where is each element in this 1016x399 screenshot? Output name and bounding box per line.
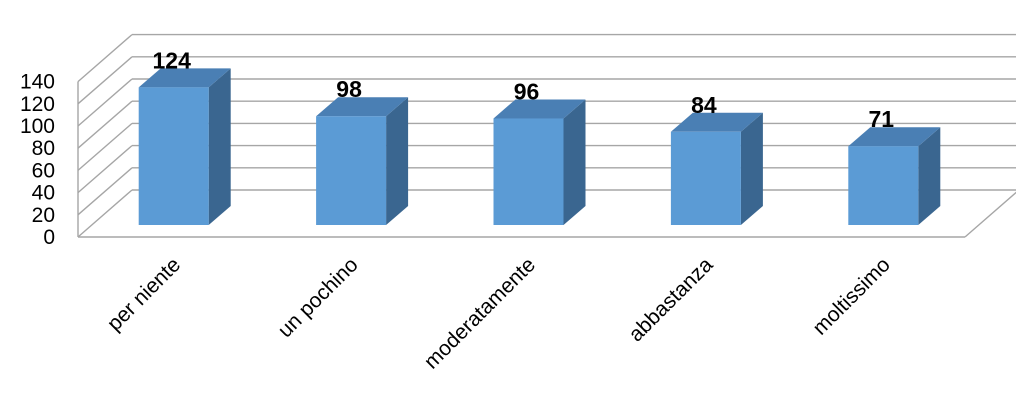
bar xyxy=(138,87,209,225)
x-category-label: moderatamente xyxy=(420,253,540,373)
x-category-label: moltissimo xyxy=(808,253,894,339)
floor-right-edge xyxy=(964,191,1016,238)
x-category-label: per niente xyxy=(103,253,185,335)
bar-side xyxy=(918,127,941,225)
data-label: 84 xyxy=(691,92,717,118)
bar-side xyxy=(386,97,409,225)
x-category-label: abbastanza xyxy=(624,253,717,346)
gridline-side xyxy=(77,189,133,238)
data-label: 96 xyxy=(514,78,540,104)
y-tick-label: 0 xyxy=(43,226,55,249)
bar-side xyxy=(208,68,231,225)
bar xyxy=(316,116,387,225)
y-tick-label: 80 xyxy=(32,137,55,160)
bar-top xyxy=(138,68,231,88)
y-tick-label: 40 xyxy=(32,182,55,205)
y-tick-label: 120 xyxy=(20,93,55,116)
bar xyxy=(493,118,564,225)
bar-top xyxy=(493,99,586,119)
y-tick-label: 60 xyxy=(32,159,55,182)
x-axis-categories: per niente un pochino moderatamente abba… xyxy=(103,253,895,373)
data-label: 124 xyxy=(153,47,192,73)
bar xyxy=(670,131,741,225)
data-label: 98 xyxy=(336,76,362,102)
bar-top xyxy=(316,97,409,117)
gridline-side xyxy=(77,34,133,83)
y-tick-label: 20 xyxy=(32,204,55,227)
data-labels: 124 98 96 84 71 xyxy=(153,47,895,132)
gridline-side xyxy=(77,145,133,194)
bar-top xyxy=(670,112,763,132)
gridline-side xyxy=(77,78,133,127)
gridline-side xyxy=(77,167,133,216)
y-tick-label: 100 xyxy=(20,115,55,138)
gridline-side xyxy=(77,56,133,105)
x-category-label: un pochino xyxy=(274,253,363,342)
data-label: 71 xyxy=(869,106,895,132)
bars-layer xyxy=(138,68,941,225)
bar xyxy=(848,146,919,225)
gridline-side xyxy=(77,100,133,149)
bar-top xyxy=(848,127,941,147)
y-tick-label: 140 xyxy=(20,71,55,94)
bar-side xyxy=(740,112,763,225)
y-axis-ticks: 0 20 40 60 80 100 120 140 xyxy=(20,71,55,249)
gridline-side xyxy=(77,122,133,171)
bar-side xyxy=(563,99,586,225)
